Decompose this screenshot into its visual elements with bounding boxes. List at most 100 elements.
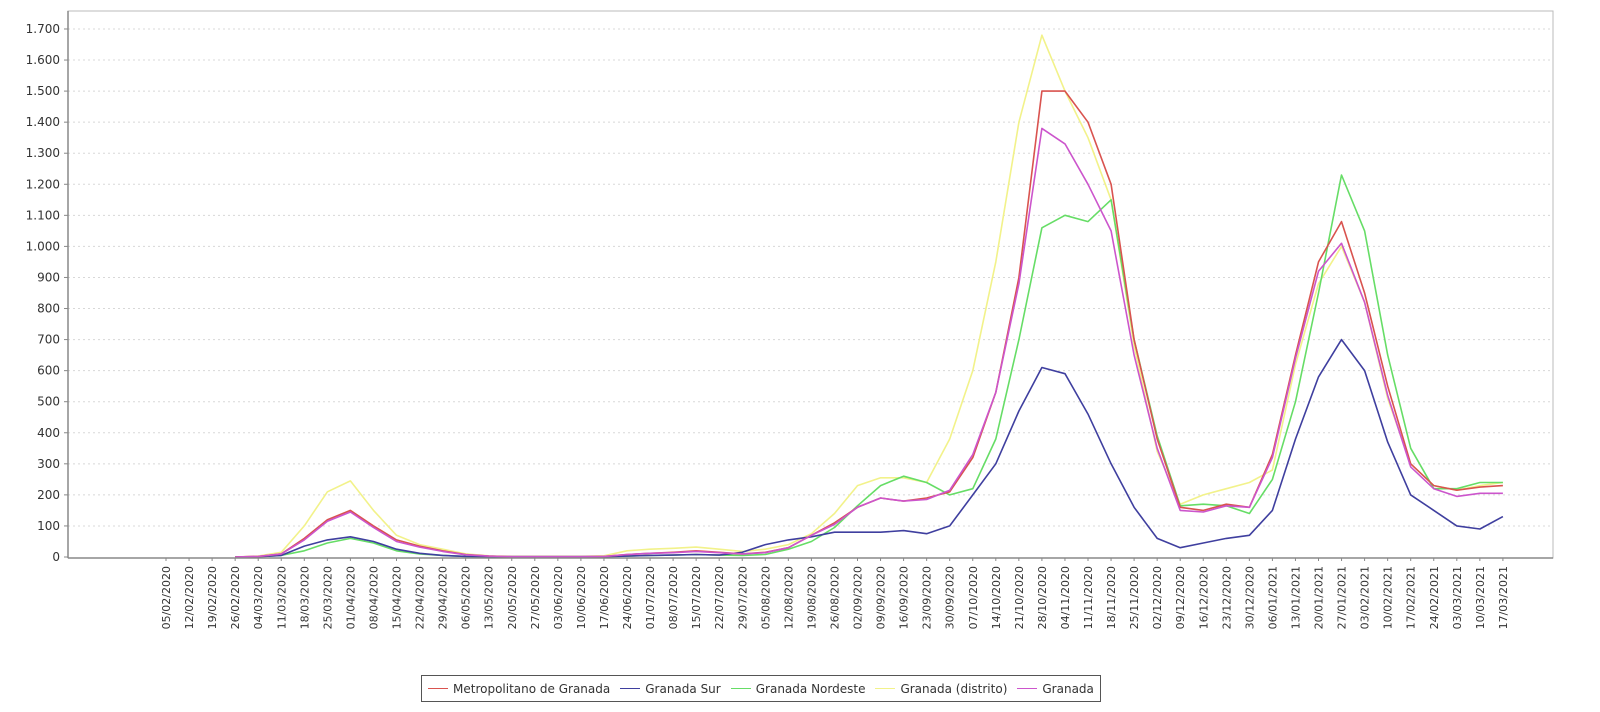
y-tick-label: 1.100: [26, 208, 60, 222]
x-tick-label: 05/08/2020: [759, 566, 772, 629]
x-tick-label: 03/03/2021: [1451, 566, 1464, 629]
x-tick-label: 11/03/2020: [275, 566, 288, 629]
y-tick-label: 900: [37, 270, 60, 284]
x-tick-label: 18/03/2020: [298, 566, 311, 629]
x-tick-label: 10/03/2021: [1474, 566, 1487, 629]
x-tick-label: 27/05/2020: [529, 566, 542, 629]
x-tick-label: 24/06/2020: [621, 566, 634, 629]
x-tick-label: 16/09/2020: [898, 566, 911, 629]
y-tick-label: 200: [37, 488, 60, 502]
legend-label: Granada Nordeste: [755, 681, 866, 696]
x-tick-label: 08/04/2020: [367, 566, 380, 629]
y-tick-label: 600: [37, 364, 60, 378]
legend-label: Granada (distrito): [900, 681, 1008, 696]
x-tick-label: 29/04/2020: [437, 566, 450, 629]
x-tick-label: 20/05/2020: [506, 566, 519, 629]
legend-swatch: [428, 688, 448, 689]
x-tick-label: 08/07/2020: [667, 566, 680, 629]
legend-item-granada-distrito: Granada (distrito): [875, 682, 1007, 696]
x-tick-label: 01/04/2020: [344, 566, 357, 629]
x-tick-label: 23/12/2020: [1220, 566, 1233, 629]
x-tick-label: 20/01/2021: [1313, 566, 1326, 629]
x-tick-label: 18/11/2020: [1105, 566, 1118, 629]
x-tick-label: 16/12/2020: [1197, 566, 1210, 629]
x-tick-label: 15/04/2020: [391, 566, 404, 629]
x-tick-label: 25/03/2020: [321, 566, 334, 629]
x-tick-label: 17/03/2021: [1497, 566, 1510, 629]
x-tick-label: 26/08/2020: [828, 566, 841, 629]
x-tick-label: 26/02/2020: [229, 566, 242, 629]
x-tick-label: 10/06/2020: [575, 566, 588, 629]
y-tick-label: 1.400: [26, 115, 60, 129]
y-tick-label: 400: [37, 426, 60, 440]
legend-swatch: [1017, 688, 1038, 689]
y-tick-label: 500: [37, 395, 60, 409]
x-tick-label: 22/07/2020: [713, 566, 726, 629]
series-line-granada-sur: [235, 338, 1504, 558]
x-tick-label: 02/09/2020: [852, 566, 865, 629]
x-tick-label: 09/12/2020: [1174, 566, 1187, 629]
y-tick-label: 1.600: [26, 53, 60, 67]
x-tick-label: 11/11/2020: [1082, 566, 1095, 629]
legend-swatch: [730, 688, 751, 689]
x-tick-label: 12/02/2020: [183, 566, 196, 629]
x-tick-label: 17/06/2020: [598, 566, 611, 629]
y-tick-label: 0: [52, 550, 60, 564]
legend-label: Metropolitano de Granada: [453, 681, 611, 696]
legend-item-granada: Granada: [1017, 682, 1094, 696]
x-tick-label: 21/10/2020: [1013, 566, 1026, 629]
series-lines: [235, 34, 1504, 558]
x-tick-label: 12/08/2020: [782, 566, 795, 629]
x-tick-label: 06/01/2021: [1266, 566, 1279, 629]
y-tick-label: 300: [37, 457, 60, 471]
y-tick-label: 1.200: [26, 177, 60, 191]
legend-item-metropolitano: Metropolitano de Granada: [428, 682, 610, 696]
x-tick-label: 22/04/2020: [414, 566, 427, 629]
x-tick-label: 17/02/2021: [1405, 566, 1418, 629]
x-tick-label: 01/07/2020: [644, 566, 657, 629]
x-tick-label: 14/10/2020: [990, 566, 1003, 629]
legend-label: Granada: [1042, 681, 1094, 696]
legend-swatch: [875, 688, 896, 689]
x-axis: 05/02/2020 12/02/2020 19/02/2020 26/02/2020…: [160, 558, 1510, 629]
y-axis: 0 100 200 300 400 500 600 700 800 900 1.000 1.100 1.…: [26, 22, 68, 564]
y-tick-label: 100: [37, 519, 60, 533]
legend-label: Granada Sur: [645, 681, 721, 696]
plot-area: [67, 10, 1554, 559]
x-tick-label: 06/05/2020: [460, 566, 473, 629]
chart-legend: Metropolitano de Granada Granada Sur Gra…: [421, 675, 1101, 702]
x-tick-label: 04/03/2020: [252, 566, 265, 629]
x-tick-label: 10/02/2021: [1382, 566, 1395, 629]
series-line-granada-distrito: [235, 34, 1504, 558]
y-tick-label: 1.500: [26, 84, 60, 98]
x-tick-label: 04/11/2020: [1059, 566, 1072, 629]
x-tick-label: 25/11/2020: [1128, 566, 1141, 629]
x-tick-label: 27/01/2021: [1336, 566, 1349, 629]
x-tick-label: 02/12/2020: [1151, 566, 1164, 629]
legend-item-granada-nordeste: Granada Nordeste: [730, 681, 866, 696]
x-tick-label: 03/06/2020: [552, 566, 565, 629]
x-tick-label: 23/09/2020: [921, 566, 934, 629]
y-tick-label: 800: [37, 302, 60, 316]
x-tick-label: 05/02/2020: [160, 566, 173, 629]
x-tick-label: 24/02/2021: [1428, 566, 1441, 629]
y-tick-label: 1.000: [26, 239, 60, 253]
legend-item-granada-sur: Granada Sur: [620, 682, 721, 696]
x-tick-label: 30/12/2020: [1243, 566, 1256, 629]
x-tick-label: 09/09/2020: [875, 566, 888, 629]
x-tick-label: 28/10/2020: [1036, 566, 1049, 629]
x-tick-label: 07/10/2020: [967, 566, 980, 629]
y-tick-label: 700: [37, 333, 60, 347]
legend-swatch: [620, 688, 641, 689]
x-tick-label: 03/02/2021: [1359, 566, 1372, 629]
y-tick-label: 1.300: [26, 146, 60, 160]
x-tick-label: 29/07/2020: [736, 566, 749, 629]
x-tick-label: 15/07/2020: [690, 566, 703, 629]
x-tick-label: 13/01/2021: [1289, 566, 1302, 629]
x-tick-label: 19/02/2020: [206, 566, 219, 629]
x-tick-label: 30/09/2020: [944, 566, 957, 629]
y-tick-label: 1.700: [26, 22, 60, 36]
series-line-granada: [235, 127, 1503, 558]
